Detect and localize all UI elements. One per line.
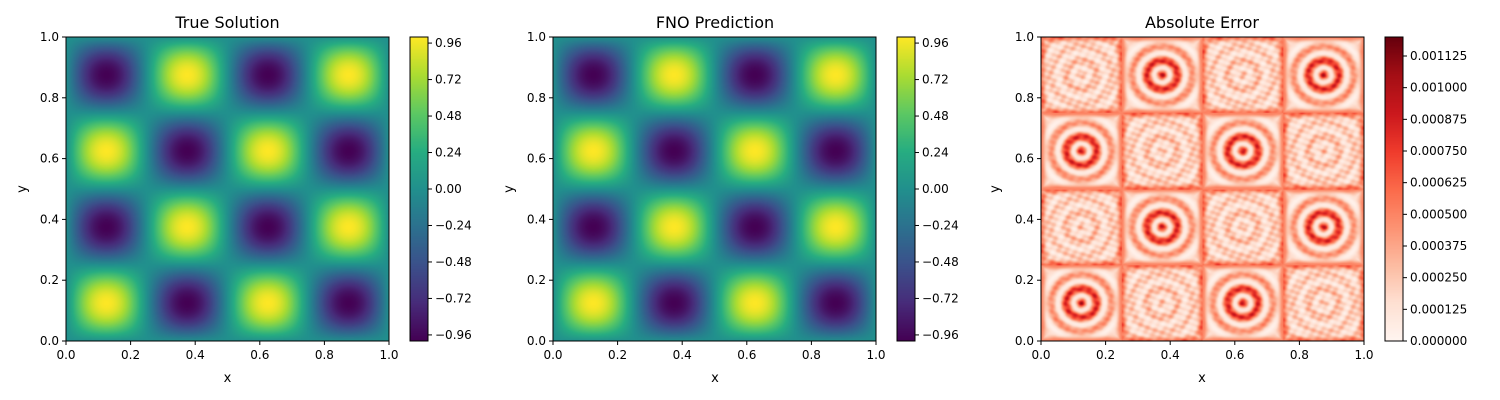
colorbar-image <box>1385 37 1403 341</box>
colorbar-tick-label: 0.000000 <box>1410 334 1467 348</box>
y-axis-ticks: 0.0 0.2 0.4 0.6 0.8 1.0 <box>1015 30 1041 348</box>
colorbar-tick-label: −0.72 <box>435 291 472 305</box>
x-tick-label: 0.6 <box>1225 348 1244 362</box>
x-axis-label: x <box>224 371 232 386</box>
colorbar-ticks: 0.000000 0.000125 0.000250 0.000375 0.000500… <box>1403 49 1467 348</box>
y-tick-label: 0.4 <box>1015 212 1034 226</box>
colorbar-tick-label: 0.48 <box>922 109 949 123</box>
colorbar-tick-label: −0.72 <box>922 291 959 305</box>
colorbar-tick-label: 0.72 <box>435 73 462 87</box>
plot-frame <box>65 36 390 342</box>
x-axis-ticks: 0.0 0.2 0.4 0.6 0.8 1.0 <box>1031 341 1374 362</box>
colorbar-tick-label: −0.96 <box>435 328 472 342</box>
y-tick-label: 0.4 <box>527 212 546 226</box>
x-axis-ticks: 0.0 0.2 0.4 0.6 0.8 1.0 <box>56 341 399 362</box>
y-tick-label: 0.8 <box>527 91 546 105</box>
colorbar-tick-label: 0.72 <box>922 73 949 87</box>
colorbar-tick-label: 0.96 <box>435 36 462 50</box>
x-tick-label: 0.2 <box>608 348 627 362</box>
colorbar-tick-label: 0.001000 <box>1410 81 1467 95</box>
y-tick-label: 1.0 <box>527 30 546 44</box>
colorbar-tick-label: 0.24 <box>435 146 462 160</box>
y-tick-label: 0.6 <box>40 152 59 166</box>
y-tick-label: 0.8 <box>1015 91 1034 105</box>
colorbar-tick-label: 0.24 <box>922 146 949 160</box>
panel-title: FNO Prediction <box>656 13 774 32</box>
colorbar-tick-label: −0.24 <box>922 218 959 232</box>
colorbar-ticks: −0.96 −0.72 −0.48 −0.24 0.00 0.24 0.48 0.72 0.96 <box>915 36 959 342</box>
x-tick-label: 0.4 <box>186 348 205 362</box>
panel-absolute-error: Absolute Error 0.0 0.2 0.4 0.6 0.8 1.0 0.0 0.2… <box>988 13 1467 386</box>
colorbar-tick-label: 0.001125 <box>1410 49 1467 63</box>
heatmap-image <box>66 37 389 341</box>
y-tick-label: 0.8 <box>40 91 59 105</box>
x-tick-label: 0.4 <box>1161 348 1180 362</box>
x-tick-label: 0.8 <box>1290 348 1309 362</box>
colorbar-tick-label: 0.96 <box>922 36 949 50</box>
colorbar-tick-label: 0.000375 <box>1410 239 1467 253</box>
colorbar-tick-label: 0.000625 <box>1410 176 1467 190</box>
colorbar-tick-label: 0.00 <box>922 182 949 196</box>
panel-title: Absolute Error <box>1145 13 1259 32</box>
y-tick-label: 0.0 <box>527 334 546 348</box>
y-axis-label: y <box>988 185 1003 193</box>
colorbar-ticks: −0.96 −0.72 −0.48 −0.24 0.00 0.24 0.48 0.72 0.96 <box>428 36 472 342</box>
y-axis-ticks: 0.0 0.2 0.4 0.6 0.8 1.0 <box>527 30 553 348</box>
x-tick-label: 0.0 <box>1031 348 1050 362</box>
colorbar-image <box>897 37 915 341</box>
colorbar-tick-label: 0.000875 <box>1410 112 1467 126</box>
colorbar-tick-label: 0.000250 <box>1410 271 1467 285</box>
y-axis-ticks: 0.0 0.2 0.4 0.6 0.8 1.0 <box>40 30 66 348</box>
y-tick-label: 1.0 <box>1015 30 1034 44</box>
x-axis-ticks: 0.0 0.2 0.4 0.6 0.8 1.0 <box>543 341 886 362</box>
colorbar-tick-label: 0.000750 <box>1410 144 1467 158</box>
colorbar-frame <box>1384 36 1404 342</box>
x-tick-label: 0.8 <box>802 348 821 362</box>
colorbar-tick-label: 0.000500 <box>1410 207 1467 221</box>
y-tick-label: 0.4 <box>40 212 59 226</box>
colorbar-tick-label: 0.000125 <box>1410 302 1467 316</box>
plot-frame <box>552 36 877 342</box>
x-tick-label: 0.2 <box>1096 348 1115 362</box>
panel-title: True Solution <box>174 13 279 32</box>
y-tick-label: 1.0 <box>40 30 59 44</box>
colorbar-tick-label: 0.48 <box>435 109 462 123</box>
y-tick-label: 0.2 <box>40 273 59 287</box>
colorbar-tick-label: 0.00 <box>435 182 462 196</box>
x-tick-label: 0.4 <box>673 348 692 362</box>
x-tick-label: 1.0 <box>866 348 885 362</box>
colorbar-tick-label: −0.24 <box>435 218 472 232</box>
colorbar-tick-label: −0.48 <box>435 255 472 269</box>
colorbar-image <box>410 37 428 341</box>
y-tick-label: 0.6 <box>527 152 546 166</box>
panel-true-solution: True Solution 0.0 0.2 0.4 0.6 0.8 1.0 0.00.20… <box>15 13 472 386</box>
heatmap-image <box>553 37 876 341</box>
y-tick-label: 0.0 <box>1015 334 1034 348</box>
x-tick-label: 1.0 <box>379 348 398 362</box>
x-tick-label: 0.2 <box>121 348 140 362</box>
panel-fno-prediction: FNO Prediction 0.0 0.2 0.4 0.6 0.8 1.0 0.0 0.2… <box>502 13 959 386</box>
x-axis-label: x <box>711 371 719 386</box>
heatmap-image <box>1041 37 1364 341</box>
y-tick-label: 0.0 <box>40 334 59 348</box>
colorbar-tick-label: −0.96 <box>922 328 959 342</box>
x-axis-label: x <box>1198 371 1206 386</box>
y-axis-label: y <box>15 185 30 193</box>
colorbar-tick-label: −0.48 <box>922 255 959 269</box>
x-tick-label: 0.6 <box>737 348 756 362</box>
plot-frame <box>1040 36 1365 342</box>
y-axis-label: y <box>502 185 517 193</box>
y-tick-label: 0.2 <box>1015 273 1034 287</box>
y-tick-label: 0.6 <box>1015 152 1034 166</box>
x-tick-label: 0.0 <box>543 348 562 362</box>
x-tick-label: 0.0 <box>56 348 75 362</box>
x-tick-label: 1.0 <box>1354 348 1373 362</box>
x-tick-label: 0.8 <box>315 348 334 362</box>
x-tick-label: 0.6 <box>250 348 269 362</box>
y-tick-label: 0.2 <box>527 273 546 287</box>
